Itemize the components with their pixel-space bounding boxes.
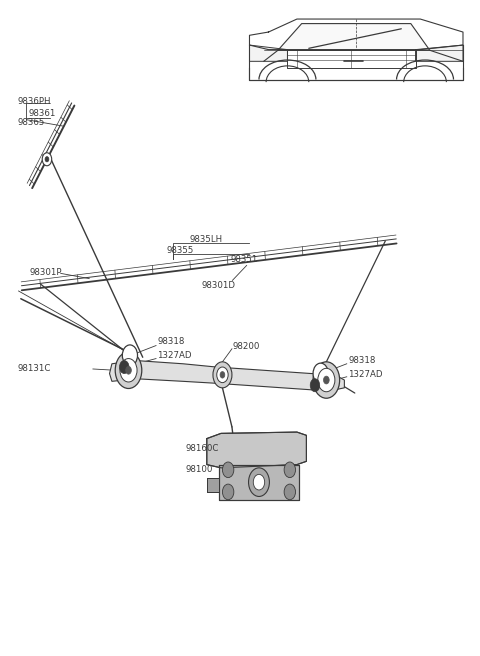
Polygon shape xyxy=(207,478,219,492)
Circle shape xyxy=(217,367,228,382)
Circle shape xyxy=(284,462,296,478)
Text: 98301P: 98301P xyxy=(30,268,62,277)
Text: 9836PH: 9836PH xyxy=(18,97,51,106)
Circle shape xyxy=(313,363,328,384)
Text: 1327AD: 1327AD xyxy=(348,371,383,379)
Text: 98200: 98200 xyxy=(233,342,260,351)
Polygon shape xyxy=(109,361,344,390)
Text: 98100: 98100 xyxy=(185,465,213,474)
Text: 9835LH: 9835LH xyxy=(190,236,223,244)
Polygon shape xyxy=(219,464,300,501)
Text: 98318: 98318 xyxy=(157,337,185,346)
Circle shape xyxy=(213,362,232,388)
Circle shape xyxy=(126,367,132,374)
Circle shape xyxy=(222,462,234,478)
Circle shape xyxy=(318,368,335,392)
Text: 98351: 98351 xyxy=(230,255,257,264)
Polygon shape xyxy=(207,432,306,468)
Text: 98131C: 98131C xyxy=(17,364,50,373)
Text: 98301D: 98301D xyxy=(202,281,236,290)
Polygon shape xyxy=(250,45,288,61)
Text: 98160C: 98160C xyxy=(185,445,219,453)
Text: 98355: 98355 xyxy=(166,247,193,255)
Circle shape xyxy=(249,468,269,497)
Circle shape xyxy=(313,362,340,398)
Circle shape xyxy=(310,379,320,392)
Polygon shape xyxy=(278,24,430,51)
Circle shape xyxy=(115,352,142,388)
Text: 1327AD: 1327AD xyxy=(157,351,192,360)
Circle shape xyxy=(42,153,52,166)
Circle shape xyxy=(120,359,137,382)
Circle shape xyxy=(222,484,234,500)
Circle shape xyxy=(324,376,329,384)
Circle shape xyxy=(220,371,225,378)
Circle shape xyxy=(284,484,296,500)
Circle shape xyxy=(45,157,49,162)
Text: 98365: 98365 xyxy=(18,119,45,127)
Text: 98318: 98318 xyxy=(348,356,375,365)
Polygon shape xyxy=(416,45,463,61)
Text: 98361: 98361 xyxy=(29,109,56,117)
Circle shape xyxy=(120,361,129,373)
Circle shape xyxy=(122,345,137,366)
Circle shape xyxy=(253,474,264,490)
